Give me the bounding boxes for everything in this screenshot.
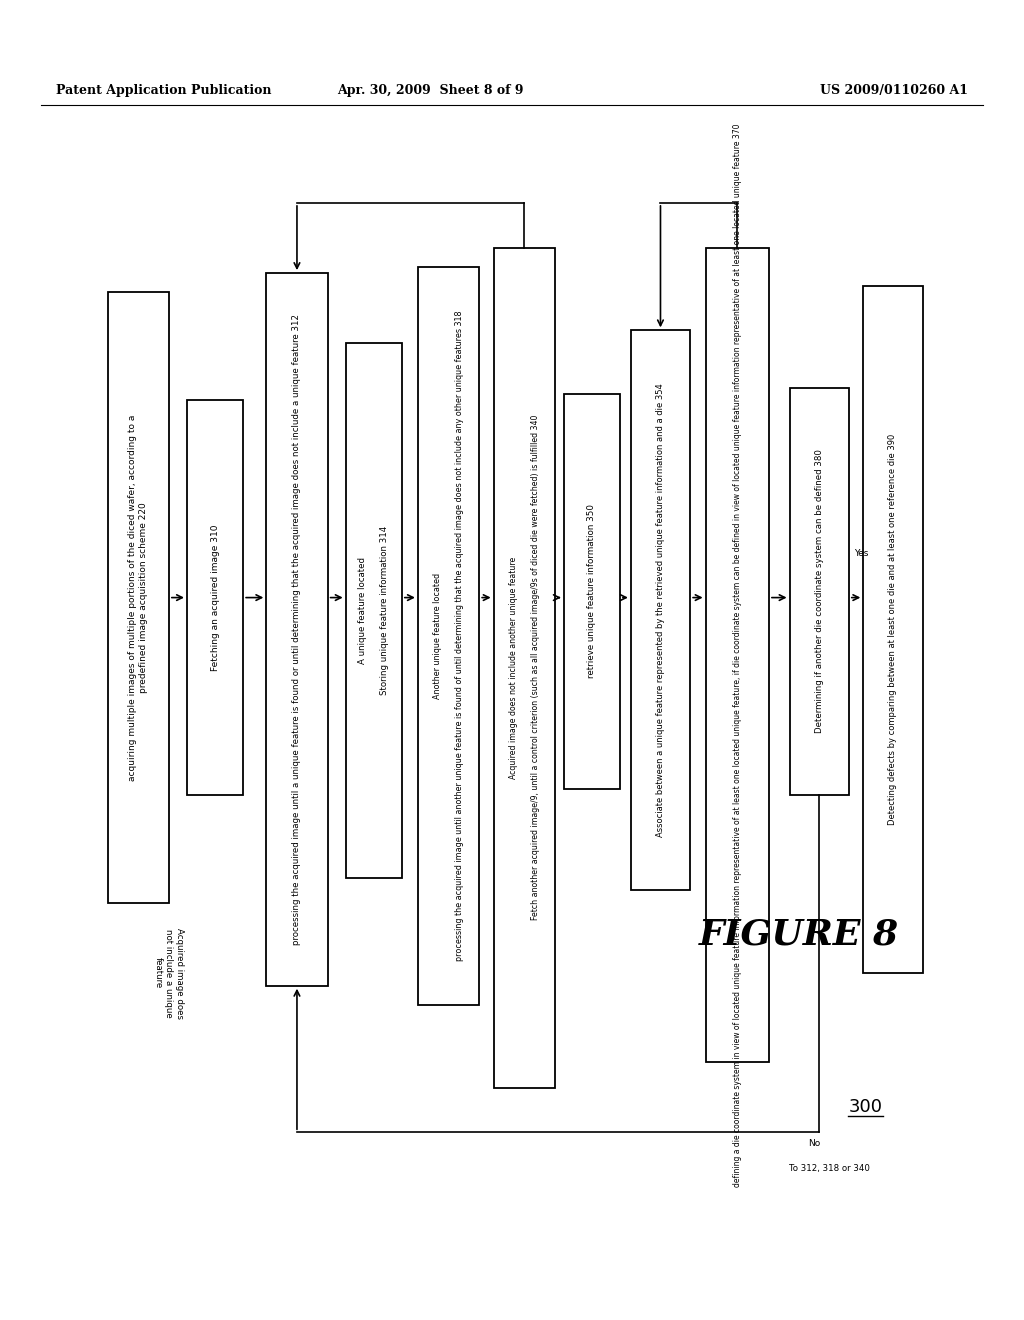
Text: Apr. 30, 2009  Sheet 8 of 9: Apr. 30, 2009 Sheet 8 of 9 [337, 84, 523, 98]
Bar [186, 400, 244, 795]
Bar [418, 267, 479, 1005]
Text: No: No [808, 1139, 820, 1147]
Text: Fetching an acquired image 310: Fetching an acquired image 310 [211, 524, 219, 671]
Text: Acquired image does not include another unique feature

Fetch another acquired i: Acquired image does not include another … [509, 414, 540, 920]
Text: FIGURE 8: FIGURE 8 [698, 917, 899, 952]
Text: Patent Application Publication: Patent Application Publication [56, 84, 271, 98]
Bar [345, 343, 401, 878]
Text: processing the acquired image until a unique feature is found or until determini: processing the acquired image until a un… [293, 314, 301, 945]
Text: Detecting defects by comparing between at least one die and at least one referen: Detecting defects by comparing between a… [889, 434, 897, 825]
Text: retrieve unique feature information 350: retrieve unique feature information 350 [588, 504, 596, 678]
Text: US 2009/0110260 A1: US 2009/0110260 A1 [819, 84, 968, 98]
Bar [790, 388, 849, 795]
Bar [706, 248, 769, 1063]
Text: A unique feature located

Storing unique feature information 314: A unique feature located Storing unique … [358, 525, 389, 694]
Bar [108, 292, 169, 903]
Text: defining a die coordinate system in view of located unique feature information r: defining a die coordinate system in view… [733, 123, 741, 1187]
Text: Determining if another die coordinate system can be defined 380: Determining if another die coordinate sy… [815, 449, 823, 733]
Bar [494, 248, 555, 1088]
Bar [266, 273, 328, 986]
Text: To 312, 318 or 340: To 312, 318 or 340 [790, 1164, 869, 1173]
Text: Acquired image does
not include a unique
feature: Acquired image does not include a unique… [154, 928, 184, 1019]
Bar [863, 285, 923, 973]
Text: Yes: Yes [854, 549, 868, 557]
Text: acquiring multiple images of multiple portions of the diced wafer, according to : acquiring multiple images of multiple po… [128, 414, 148, 780]
Bar [631, 330, 690, 891]
Bar [563, 393, 621, 788]
Text: 300: 300 [848, 1098, 883, 1115]
Text: Associate between a unique feature represented by the retrieved unique feature i: Associate between a unique feature repre… [656, 383, 665, 837]
Text: Another unique feature located

processing the acquired image until another uniq: Another unique feature located processin… [433, 310, 464, 961]
